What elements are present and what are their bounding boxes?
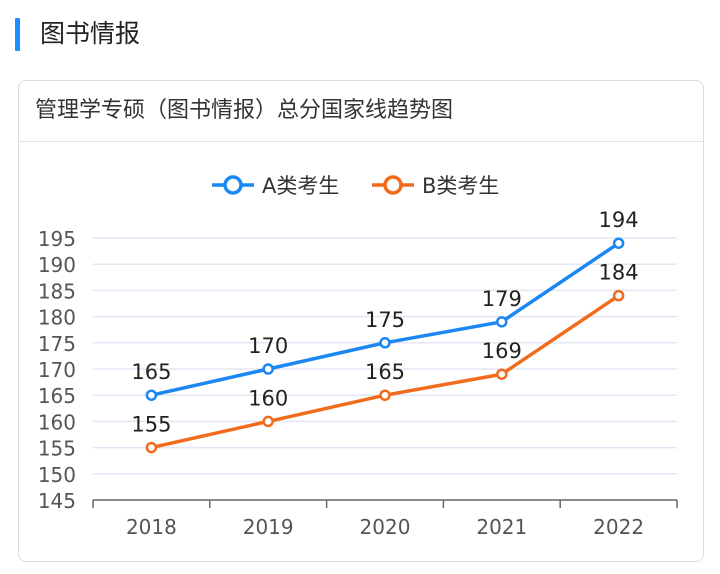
x-tick-label: 2019 — [243, 515, 294, 539]
section-accent-bar — [15, 18, 20, 51]
card-header: 管理学专硕（图书情报）总分国家线趋势图 — [19, 81, 703, 142]
y-tick-label: 145 — [38, 489, 76, 513]
x-tick-label: 2021 — [476, 515, 527, 539]
y-tick-label: 165 — [38, 384, 76, 408]
data-label: 165 — [365, 360, 405, 384]
y-tick-label: 185 — [38, 279, 76, 303]
legend-label-b[interactable]: B类考生 — [422, 174, 499, 198]
data-point[interactable] — [262, 363, 274, 375]
y-tick-label: 195 — [38, 227, 76, 251]
section-title: 图书情报 — [40, 19, 141, 48]
x-tick-label: 2022 — [593, 515, 644, 539]
data-point[interactable] — [496, 368, 508, 380]
y-tick-label: 160 — [38, 410, 76, 434]
data-point[interactable] — [379, 389, 391, 401]
data-point[interactable] — [145, 441, 158, 454]
x-tick-label: 2018 — [126, 515, 177, 539]
data-label: 184 — [599, 261, 639, 285]
y-tick-label: 155 — [38, 437, 76, 461]
data-point[interactable] — [612, 289, 625, 302]
data-point[interactable] — [262, 415, 274, 428]
chart-card: 管理学专硕（图书情报）总分国家线趋势图 — [18, 80, 704, 562]
data-label: 194 — [599, 208, 639, 232]
x-tick-label: 2020 — [360, 515, 411, 539]
data-point[interactable] — [379, 337, 391, 349]
legend-marker-a — [223, 175, 243, 195]
data-label: 155 — [131, 413, 171, 437]
data-label: 160 — [248, 386, 288, 410]
legend-label-a[interactable]: A类考生 — [262, 174, 339, 198]
y-tick-label: 180 — [38, 306, 76, 330]
data-label: 175 — [365, 308, 405, 332]
data-point[interactable] — [612, 237, 625, 249]
data-point[interactable] — [496, 316, 508, 328]
card-title: 管理学专硕（图书情报）总分国家线趋势图 — [35, 98, 454, 123]
data-label: 165 — [131, 360, 171, 384]
data-point[interactable] — [145, 389, 158, 401]
y-tick-label: 170 — [38, 358, 76, 382]
section-header: 图书情报 — [0, 0, 720, 68]
y-tick-label: 150 — [38, 463, 76, 487]
y-tick-label: 175 — [38, 332, 76, 356]
y-tick-label: 190 — [38, 253, 76, 277]
legend-marker-b — [383, 175, 403, 195]
data-label: 170 — [248, 334, 288, 358]
data-label: 179 — [482, 287, 522, 311]
data-label: 169 — [482, 339, 522, 363]
